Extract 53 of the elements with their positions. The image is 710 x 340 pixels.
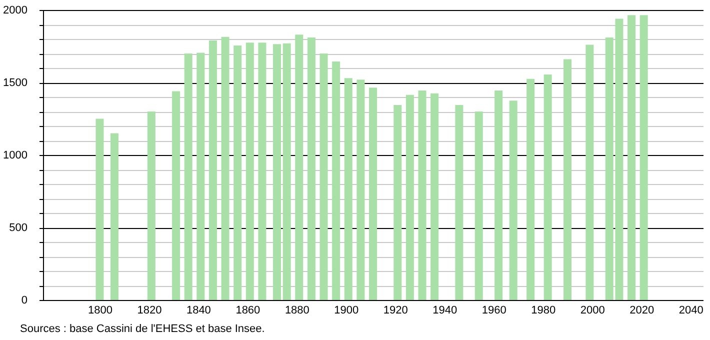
bar: [172, 91, 180, 300]
bar: [246, 42, 254, 300]
x-tick-label: 2020: [630, 304, 654, 316]
x-tick-label: 1920: [383, 304, 408, 316]
bar: [474, 112, 483, 300]
bar: [320, 54, 328, 300]
y-tick-label: 1000: [3, 150, 28, 162]
bar: [332, 61, 340, 300]
bar: [147, 112, 156, 300]
bar: [96, 118, 104, 300]
x-tick-label: 1800: [88, 304, 112, 316]
y-tick-label: 1500: [3, 77, 28, 89]
bar: [110, 133, 118, 300]
bar: [430, 93, 439, 300]
bar: [394, 104, 402, 300]
bar: [307, 38, 316, 300]
x-tick-label: 1980: [531, 304, 556, 316]
x-tick-label: 1900: [334, 304, 359, 316]
x-tick-label: 1940: [432, 304, 458, 316]
bar: [258, 42, 266, 300]
bar: [221, 36, 230, 300]
bar: [184, 54, 192, 300]
bar: [586, 44, 594, 300]
bar: [196, 52, 205, 300]
bar: [344, 78, 352, 300]
bar: [628, 15, 636, 300]
x-tick-label: 1820: [137, 304, 162, 316]
bar: [369, 88, 377, 300]
x-tick-label: 2000: [580, 304, 605, 316]
bar: [640, 15, 648, 300]
bar: [564, 59, 572, 300]
y-tick-label: 2000: [3, 4, 28, 16]
y-tick-label: 0: [21, 294, 28, 306]
bar: [526, 78, 535, 300]
x-tick-label: 2040: [678, 304, 704, 316]
bar: [455, 104, 464, 300]
bar: [272, 44, 281, 300]
bar: [494, 90, 503, 300]
x-tick-label: 1840: [186, 304, 211, 316]
x-tick-label: 1860: [236, 304, 260, 316]
bar: [406, 94, 414, 300]
bar: [234, 46, 242, 300]
source-note: Sources : base Cassini de l'EHESS et base Insee.: [20, 323, 265, 335]
bar: [509, 100, 518, 300]
bar: [208, 40, 217, 300]
bar: [418, 90, 426, 300]
bar: [282, 43, 291, 300]
bar: [295, 34, 304, 300]
y-tick-label: 500: [9, 222, 28, 234]
bar: [544, 74, 552, 300]
x-tick-label: 1880: [284, 304, 310, 316]
bar: [356, 80, 365, 300]
x-tick-label: 1960: [482, 304, 506, 316]
